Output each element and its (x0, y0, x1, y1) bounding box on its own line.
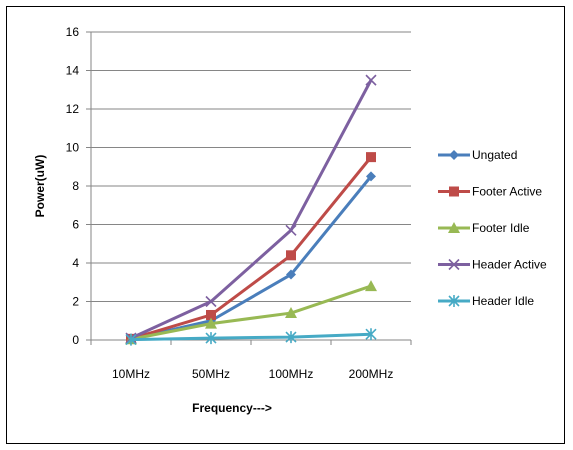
series-line-header-idle (130, 332, 372, 342)
y-tick-label-12: 12 (66, 102, 80, 116)
x-tick-labels: 10MHz 50MHz 100MHz 200MHz (112, 367, 393, 381)
y-tick-label-0: 0 (72, 333, 79, 347)
y-tick-label-16: 16 (66, 25, 80, 39)
x-tick-label-10MHz: 10MHz (112, 367, 150, 381)
data-point-footer-active-50MHz (206, 309, 216, 320)
data-point-header-idle-10MHz (125, 333, 137, 346)
legend-item-footer-idle: Footer Idle (438, 221, 530, 235)
series-line-footer-active (130, 156, 373, 341)
legend-marker-footer-idle (448, 222, 460, 233)
series-line-footer-idle (130, 284, 372, 341)
data-point-header-idle-100MHz (285, 331, 297, 344)
series-header-active (125, 74, 377, 344)
legend-label-header-active: Header Active (472, 258, 547, 272)
x-tick-label-100MHz: 100MHz (269, 367, 314, 381)
legend-item-header-active: Header Active (438, 258, 547, 272)
data-point-footer-idle-200MHz (365, 280, 377, 292)
legend-label-ungated: Ungated (472, 148, 517, 162)
legend-item-header-idle: Header Idle (438, 294, 534, 308)
legend-item-footer-active: Footer Active (438, 185, 542, 199)
y-tick-label-4: 4 (72, 256, 79, 270)
legend-marker-footer-active (449, 186, 459, 197)
series-line-ungated (130, 175, 373, 341)
y-tick-label-6: 6 (72, 218, 79, 232)
legend-label-header-idle: Header Idle (472, 294, 534, 308)
data-point-header-active-100MHz (285, 224, 297, 236)
series-line-header-active (130, 79, 373, 340)
legend-item-ungated: Ungated (438, 148, 517, 162)
data-point-footer-idle-100MHz (285, 307, 297, 319)
data-point-ungated-100MHz (286, 269, 296, 280)
legend-label-footer-active: Footer Active (472, 185, 542, 199)
data-point-footer-idle-50MHz (205, 317, 217, 329)
data-point-header-active-200MHz (365, 74, 377, 86)
series (125, 74, 377, 346)
data-point-ungated-200MHz (366, 171, 376, 182)
y-tick-label-8: 8 (72, 179, 79, 193)
y-tick-label-10: 10 (66, 141, 80, 155)
y-axis-title: Power(uW) (33, 155, 47, 218)
data-point-footer-active-200MHz (366, 152, 376, 163)
y-tick-labels: 0 2 4 6 8 10 12 14 16 (66, 25, 80, 347)
series-header-idle (125, 328, 377, 346)
legend: Ungated Footer Active Footer Idle Header Ac… (438, 148, 547, 308)
legend-marker-header-active (448, 258, 460, 271)
series-footer-active (126, 152, 376, 344)
data-point-header-idle-50MHz (205, 332, 217, 345)
legend-marker-ungated (449, 150, 459, 160)
y-tick-label-14: 14 (66, 64, 80, 78)
legend-marker-header-idle (448, 295, 460, 307)
data-point-header-idle-200MHz (365, 328, 377, 341)
y-tick-label-2: 2 (72, 295, 79, 309)
data-point-footer-active-100MHz (286, 250, 296, 261)
data-point-header-active-50MHz (205, 295, 217, 308)
legend-label-footer-idle: Footer Idle (472, 221, 530, 235)
x-axis-title: Frequency---> (192, 401, 272, 415)
x-tick-label-50MHz: 50MHz (192, 367, 230, 381)
x-tick-label-200MHz: 200MHz (349, 367, 394, 381)
grid-lines (86, 31, 412, 345)
